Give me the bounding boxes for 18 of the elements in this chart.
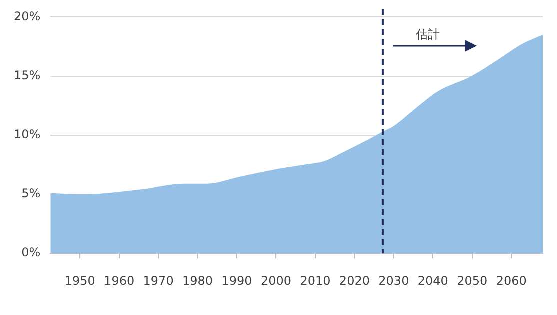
x-tick-label: 1950 — [64, 274, 96, 288]
x-tick-label: 2060 — [496, 274, 527, 288]
x-tick-label: 2000 — [260, 274, 292, 288]
x-tick-label: 2010 — [300, 274, 331, 288]
x-tick-label: 1960 — [104, 274, 135, 288]
y-tick-label: 20% — [14, 9, 41, 24]
y-tick-label: 0% — [22, 246, 41, 260]
y-tick-label: 15% — [14, 68, 41, 82]
x-tick-label: 1990 — [222, 274, 252, 288]
x-tick-label: 2040 — [418, 274, 448, 288]
y-tick-label: 5% — [22, 186, 41, 201]
x-tick-label: 1980 — [182, 274, 214, 288]
annotation: 估計 — [415, 27, 440, 42]
y-tick-label: 10% — [14, 128, 41, 142]
x-tick-label: 1970 — [143, 274, 174, 288]
x-tick-label: 2030 — [378, 274, 410, 288]
x-tick-label: 2020 — [339, 274, 370, 288]
x-tick-label: 2050 — [457, 274, 488, 288]
